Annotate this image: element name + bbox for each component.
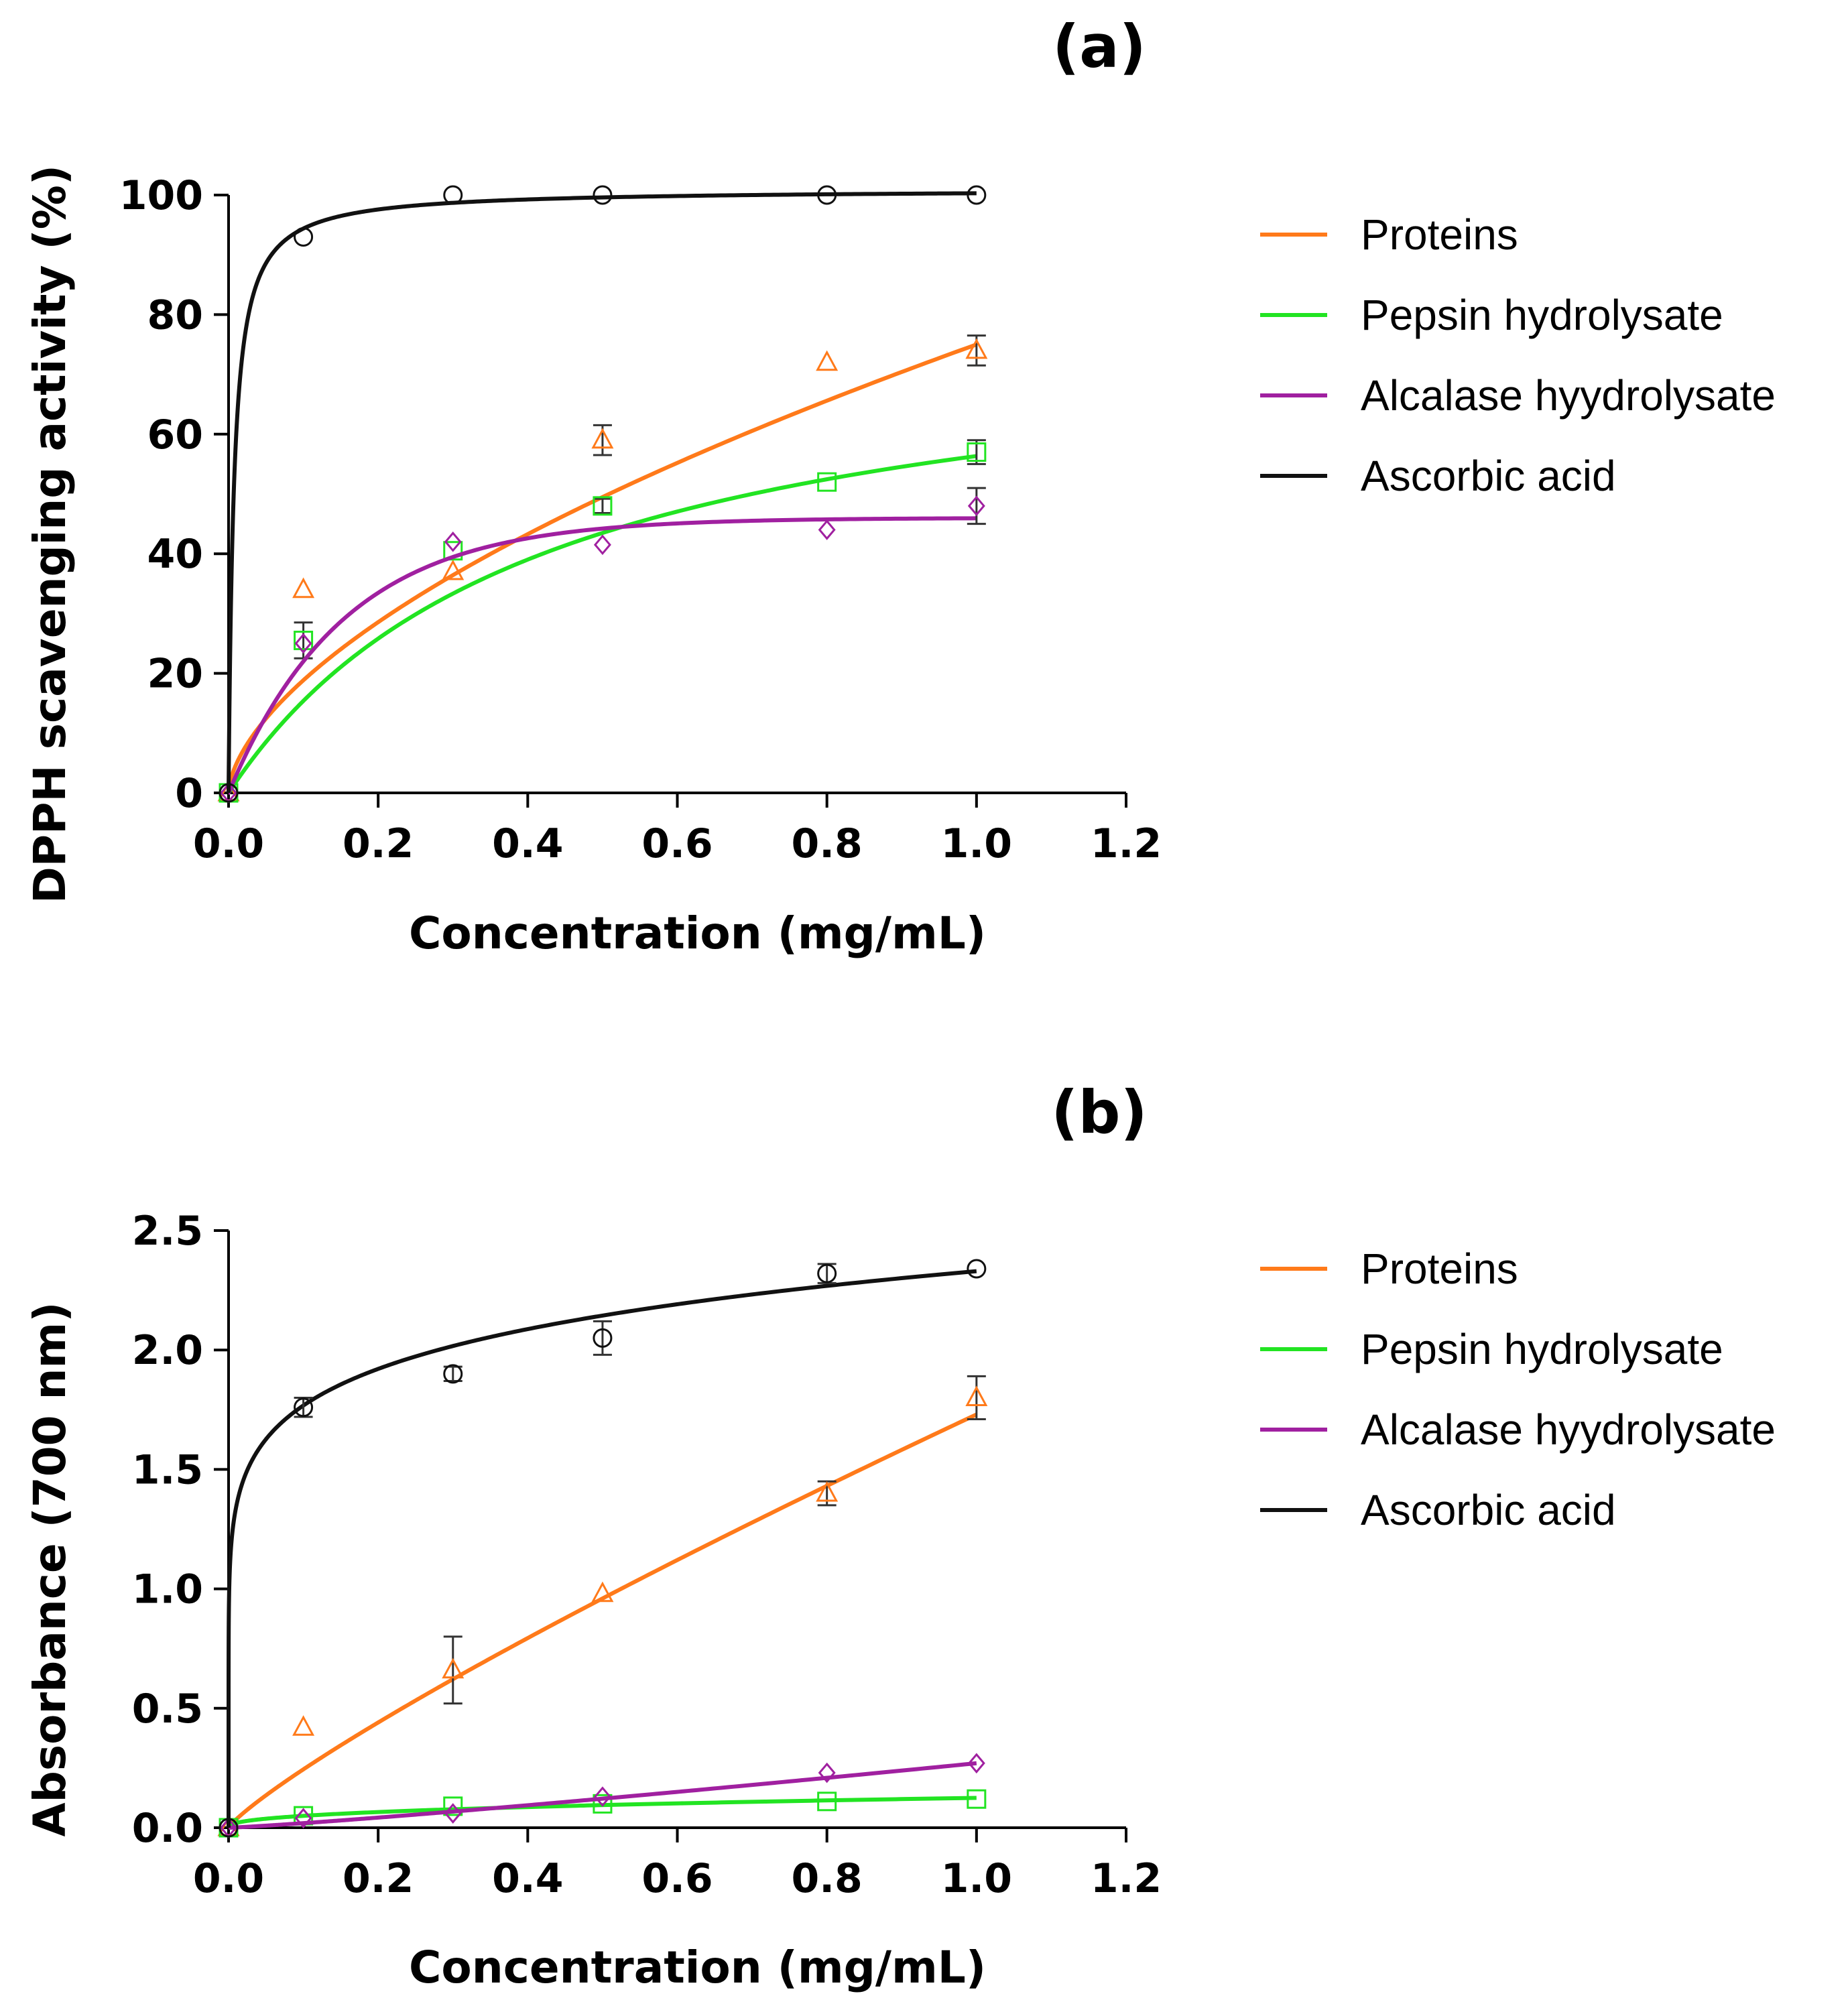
data-point <box>444 1803 462 1824</box>
x-tick-label: 0.4 <box>492 1855 563 1902</box>
x-tick-label: 1.2 <box>1091 1855 1162 1902</box>
fit-curve <box>227 1412 978 1830</box>
x-tick-label: 0.8 <box>792 1855 863 1902</box>
series-proteins <box>217 334 988 802</box>
data-point <box>591 1581 614 1603</box>
legend-label: Pepsin hydrolysate <box>1361 1325 1723 1373</box>
fit-curve <box>227 191 977 795</box>
data-point <box>817 472 837 492</box>
data-point <box>442 1657 465 1679</box>
data-point <box>967 185 987 205</box>
y-tick-label: 100 <box>119 172 203 219</box>
data-point <box>443 1796 463 1816</box>
data-point <box>294 1397 314 1418</box>
panel-a: (a) 0.0 0.2 0.4 0.6 0.8 1.0 1.2 0 20 40 60 80 100 Conc… <box>24 12 1776 959</box>
series-alcalase-hyydrolysate <box>220 1753 985 1838</box>
y-tick-label: 20 <box>147 651 204 698</box>
y-tick-label: 80 <box>147 292 204 338</box>
y-tick-label: 2.5 <box>132 1208 203 1255</box>
legend-label: Pepsin hydrolysate <box>1361 291 1723 339</box>
y-tick-label: 0 <box>175 770 203 817</box>
data-point <box>444 531 462 552</box>
legend-label: Ascorbic acid <box>1361 452 1616 500</box>
x-tick-label: 0.2 <box>343 1855 414 1902</box>
data-point <box>816 350 839 371</box>
legend-label: Proteins <box>1361 1245 1518 1293</box>
data-point <box>219 1818 239 1838</box>
y-tick-label: 1.5 <box>132 1446 203 1493</box>
legend-label: Ascorbic acid <box>1361 1486 1616 1534</box>
x-tick-label: 0.4 <box>492 820 563 867</box>
fit-curve <box>227 516 977 795</box>
data-point <box>967 495 985 517</box>
panel-b: (b) 0.0 0.2 0.4 0.6 0.8 1.0 1.2 0.0 0.5 1.0 1.5 2.0 2… <box>24 1078 1776 1993</box>
data-point <box>292 1715 315 1736</box>
data-point <box>816 1481 839 1502</box>
data-point <box>593 1786 611 1807</box>
legend-label: Alcalase hyydrolysate <box>1361 371 1776 420</box>
panel-label: (a) <box>1052 12 1146 81</box>
data-point <box>817 185 837 205</box>
fit-curve <box>227 1761 977 1830</box>
series-ascorbic-acid <box>219 185 987 803</box>
legend-label: Proteins <box>1361 210 1518 259</box>
data-point <box>817 1792 837 1812</box>
data-point <box>591 428 614 449</box>
y-axis-title: DPPH scavenging activity (%) <box>24 165 76 903</box>
data-point <box>965 1385 988 1406</box>
data-point <box>818 1762 836 1783</box>
data-point <box>443 185 463 205</box>
series-ascorbic-acid <box>219 1259 987 1838</box>
data-point <box>294 227 314 247</box>
x-tick-label: 0.6 <box>641 820 713 867</box>
x-axis-title: Concentration (mg/mL) <box>409 907 986 959</box>
x-axis-title: Concentration (mg/mL) <box>409 1942 986 1993</box>
panel-label: (b) <box>1051 1078 1147 1147</box>
data-point <box>817 1263 837 1283</box>
data-point <box>593 1328 613 1348</box>
y-tick-label: 2.0 <box>132 1327 203 1374</box>
y-axis-title: Absorbance (700 nm) <box>24 1302 76 1837</box>
y-tick-label: 1.0 <box>132 1566 203 1613</box>
x-tick-label: 1.0 <box>941 1855 1012 1902</box>
legend-label: Alcalase hyydrolysate <box>1361 1405 1776 1454</box>
data-point <box>967 1789 987 1809</box>
x-tick-label: 0.0 <box>193 1855 264 1902</box>
x-tick-label: 1.0 <box>941 820 1012 867</box>
data-point <box>967 442 987 462</box>
data-point <box>818 519 836 540</box>
x-tick-label: 0.0 <box>193 820 264 867</box>
y-tick-label: 0.0 <box>132 1805 203 1852</box>
fit-curve <box>227 1269 977 1828</box>
data-point <box>443 541 463 561</box>
data-point <box>593 534 611 556</box>
fit-curve <box>227 342 977 795</box>
y-tick-label: 60 <box>147 412 204 458</box>
series-pepsin-hydrolysate <box>219 439 987 803</box>
x-tick-label: 0.8 <box>792 820 863 867</box>
data-point <box>443 1364 463 1384</box>
data-point <box>294 631 314 651</box>
data-point <box>967 1259 987 1279</box>
data-point <box>593 185 613 205</box>
data-point <box>292 577 315 599</box>
series-alcalase-hyydrolysate <box>220 487 986 804</box>
data-point <box>965 338 988 359</box>
x-tick-label: 0.2 <box>343 820 414 867</box>
data-point <box>593 1794 613 1814</box>
data-point <box>967 1753 985 1774</box>
data-point <box>442 559 465 580</box>
y-tick-label: 0.5 <box>132 1686 203 1733</box>
data-point <box>219 783 239 803</box>
data-point <box>294 633 312 654</box>
x-tick-label: 0.6 <box>641 1855 713 1902</box>
data-point <box>294 1808 312 1829</box>
y-tick-label: 40 <box>147 531 204 578</box>
series-proteins <box>217 1375 988 1836</box>
x-tick-label: 1.2 <box>1091 820 1162 867</box>
data-point <box>593 496 613 516</box>
